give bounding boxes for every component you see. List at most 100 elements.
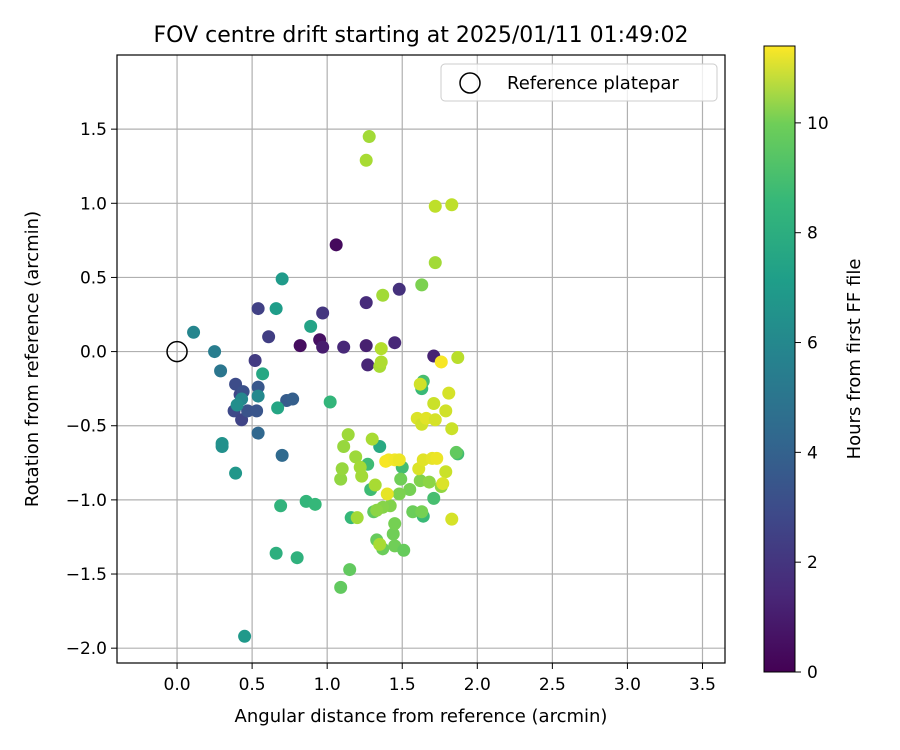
data-point <box>334 580 348 594</box>
data-point <box>362 130 376 144</box>
data-point <box>343 563 357 577</box>
data-point <box>271 401 285 415</box>
data-point <box>442 386 456 400</box>
x-tick-label: 3.0 <box>614 675 641 695</box>
data-point <box>436 477 450 491</box>
y-axis-ticks: −2.0 −1.5 −1.0 −0.5 0.0 0.5 1.0 1.5 <box>66 120 117 659</box>
data-point <box>361 358 375 372</box>
data-point <box>406 505 420 519</box>
data-point <box>269 302 283 316</box>
data-point <box>248 353 262 367</box>
y-tick-label: 1.5 <box>80 120 107 140</box>
data-point <box>439 404 453 418</box>
data-point <box>392 282 406 296</box>
y-tick-label: −1.5 <box>66 565 107 585</box>
data-point <box>349 450 363 464</box>
data-point <box>415 278 429 292</box>
data-point <box>230 398 244 412</box>
data-point <box>392 487 406 501</box>
data-point <box>337 340 351 354</box>
data-point <box>359 339 373 353</box>
data-point <box>388 517 402 531</box>
data-point <box>275 272 289 286</box>
data-point <box>422 475 436 489</box>
x-tick-label: 0.5 <box>239 675 266 695</box>
x-tick-label: 2.0 <box>464 675 491 695</box>
data-point <box>428 199 442 213</box>
data-point <box>413 377 427 391</box>
data-point <box>373 537 387 551</box>
data-point <box>290 551 304 565</box>
data-point <box>334 472 348 486</box>
data-point <box>386 527 400 541</box>
y-tick-label: 1.0 <box>80 194 107 214</box>
colorbar-tick-label: 10 <box>807 114 829 134</box>
y-axis-label: Rotation from reference (arcmin) <box>22 211 43 507</box>
data-point <box>251 426 265 440</box>
data-point <box>451 351 465 365</box>
grid <box>117 55 725 663</box>
data-point <box>397 543 411 557</box>
colorbar-tick-label: 4 <box>807 443 818 463</box>
x-tick-label: 3.5 <box>689 675 716 695</box>
y-tick-label: −1.0 <box>66 491 107 511</box>
data-point <box>392 453 406 467</box>
data-point <box>445 512 459 526</box>
data-point <box>256 367 270 381</box>
y-tick-label: 0.0 <box>80 343 107 363</box>
colorbar-label: Hours from first FF file <box>844 259 865 460</box>
data-point <box>269 546 283 560</box>
colorbar-tick-label: 6 <box>807 334 818 354</box>
data-point <box>445 198 459 212</box>
legend: Reference platepar <box>440 63 718 102</box>
data-point <box>229 466 243 480</box>
data-point <box>370 503 384 517</box>
x-axis-ticks: 0.0 0.5 1.0 1.5 2.0 2.5 3.0 3.5 <box>164 663 716 695</box>
data-point <box>403 482 417 496</box>
data-point <box>380 487 394 501</box>
colorbar-ticks: 0 2 4 6 8 10 <box>795 114 829 683</box>
colorbar-tick-label: 8 <box>807 224 818 244</box>
data-point <box>434 355 448 369</box>
data-point <box>350 511 364 525</box>
data-point <box>394 472 408 486</box>
legend-label: Reference platepar <box>507 73 679 94</box>
y-tick-label: −0.5 <box>66 417 107 437</box>
data-point <box>430 451 444 465</box>
data-point <box>304 319 318 333</box>
data-point <box>355 469 369 483</box>
data-point <box>316 340 330 354</box>
data-point <box>359 296 373 310</box>
x-tick-label: 0.0 <box>164 675 191 695</box>
data-point <box>238 629 252 643</box>
colorbar-tick-label: 0 <box>807 663 818 683</box>
data-point <box>275 448 289 462</box>
data-point <box>274 499 288 513</box>
colorbar-tick-label: 2 <box>807 553 818 573</box>
data-point <box>308 497 322 511</box>
data-point <box>368 478 382 492</box>
x-tick-label: 2.5 <box>539 675 566 695</box>
legend-marker <box>459 72 481 94</box>
data-point <box>187 325 201 339</box>
x-tick-label: 1.5 <box>389 675 416 695</box>
data-point <box>335 462 349 476</box>
data-point <box>241 404 255 418</box>
chart-title: FOV centre drift starting at 2025/01/11 … <box>154 23 689 48</box>
data-point <box>359 153 373 167</box>
data-point <box>449 445 463 459</box>
data-point <box>251 389 265 403</box>
data-point <box>337 439 351 453</box>
data-point <box>388 336 402 350</box>
data-point <box>439 465 453 479</box>
data-point <box>250 404 264 418</box>
data-point <box>365 432 379 446</box>
legend-box <box>440 63 718 102</box>
data-point <box>214 364 228 378</box>
data-point <box>376 288 390 302</box>
data-point <box>445 422 459 436</box>
data-point <box>293 339 307 353</box>
data-point <box>428 256 442 270</box>
data-point <box>208 345 222 359</box>
